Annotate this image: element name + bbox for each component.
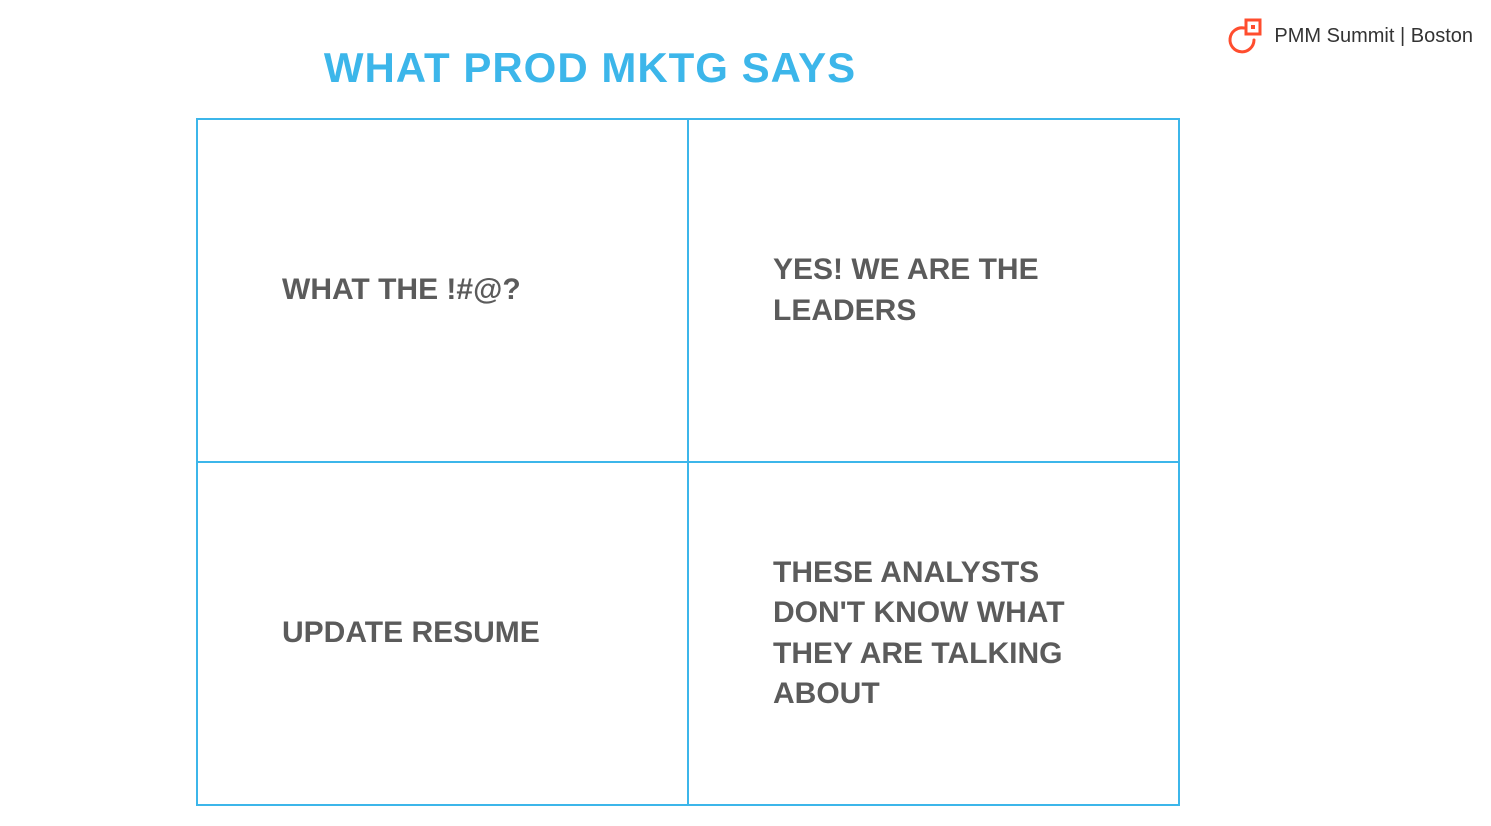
quadrant-grid: WHAT THE !#@? YES! WE ARE THE LEADERS UP… bbox=[196, 118, 1180, 806]
logo-icon bbox=[1226, 18, 1262, 54]
event-label: PMM Summit | Boston bbox=[1274, 25, 1473, 48]
quadrant-text-tr: YES! WE ARE THE LEADERS bbox=[773, 250, 1132, 331]
quadrant-bottom-left: UPDATE RESUME bbox=[196, 462, 688, 806]
quadrant-bottom-right: THESE ANALYSTS DON'T KNOW WHAT THEY ARE … bbox=[688, 462, 1180, 806]
quadrant-top-left: WHAT THE !#@? bbox=[196, 118, 688, 462]
quadrant-text-bl: UPDATE RESUME bbox=[282, 613, 540, 654]
quadrant-text-tl: WHAT THE !#@? bbox=[282, 270, 521, 311]
quadrant-text-br: THESE ANALYSTS DON'T KNOW WHAT THEY ARE … bbox=[773, 553, 1132, 715]
slide-title: WHAT PROD MKTG SAYS bbox=[0, 44, 1180, 92]
quadrant-top-right: YES! WE ARE THE LEADERS bbox=[688, 118, 1180, 462]
header-right: PMM Summit | Boston bbox=[1226, 18, 1473, 54]
